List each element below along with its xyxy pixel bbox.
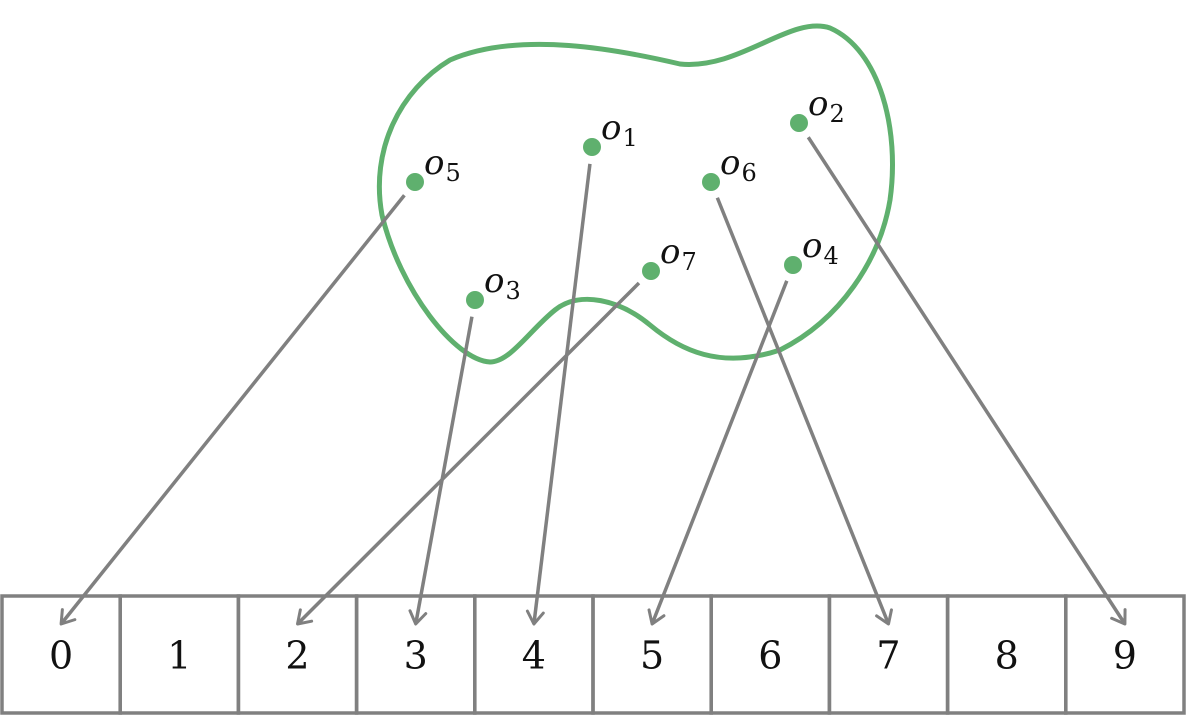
table-cell-label: 8: [995, 634, 1019, 678]
table-cell-label: 6: [758, 634, 782, 678]
object-subscript: 4: [823, 242, 838, 270]
object-symbol: o: [802, 226, 822, 266]
object-label-o3: o3: [484, 261, 521, 305]
object-subscript: 5: [445, 159, 460, 187]
mapping-arrows: [59, 136, 1127, 626]
object-label-o1: o1: [601, 108, 638, 152]
mapping-arrow-o6: [715, 197, 893, 626]
object-symbol: o: [808, 84, 828, 124]
mapping-arrow-o1: [525, 163, 592, 626]
object-dot-o1: [583, 138, 601, 156]
table-cell-label: 0: [49, 634, 73, 678]
table-cell-label: 1: [167, 634, 191, 678]
object-set-outline: [376, 23, 895, 365]
object-symbol: o: [660, 232, 680, 272]
table-cell-label: 5: [640, 634, 664, 678]
mapping-arrow-o2: [806, 136, 1127, 626]
hash-table: 0 1 2 3 4 5 6 7 8 9: [0, 594, 1186, 715]
object-dot-o2: [790, 114, 808, 132]
mapping-arrow-o4: [647, 280, 789, 626]
mapping-arrow-o3: [408, 316, 474, 626]
object-label-o7: o7: [660, 232, 697, 276]
object-subscript: 1: [622, 124, 637, 152]
object-symbol: o: [484, 261, 504, 301]
object-subscript: 6: [741, 159, 756, 187]
table-cell-label: 7: [876, 634, 900, 678]
table-cell-label: 9: [1113, 634, 1137, 678]
object-dot-o4: [784, 256, 802, 274]
object-dot-o5: [406, 173, 424, 191]
table-cell: [1064, 594, 1186, 715]
object-symbol: o: [720, 143, 740, 183]
object-dot-o3: [466, 291, 484, 309]
table-cell-label: 4: [522, 634, 546, 678]
object-label-o2: o2: [808, 84, 845, 128]
object-label-o5: o5: [424, 143, 461, 187]
object-subscript: 2: [829, 100, 844, 128]
object-subscript: 7: [681, 248, 696, 276]
object-symbol: o: [424, 143, 444, 183]
object-symbol: o: [601, 108, 621, 148]
table-cell-label: 3: [404, 634, 428, 678]
object-subscript: 3: [505, 277, 520, 305]
object-label-o6: o6: [720, 143, 757, 187]
object-dot-o7: [642, 262, 660, 280]
mapping-arrow-o7: [296, 281, 641, 626]
table-cell-label: 2: [285, 634, 309, 678]
mapping-arrow-o5: [59, 194, 406, 626]
object-label-o4: o4: [802, 226, 839, 270]
object-dot-o6: [702, 173, 720, 191]
